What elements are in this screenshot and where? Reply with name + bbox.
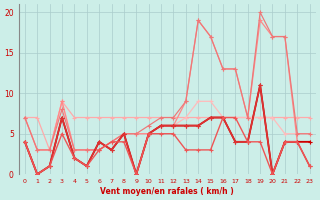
X-axis label: Vent moyen/en rafales ( km/h ): Vent moyen/en rafales ( km/h ) bbox=[100, 187, 234, 196]
